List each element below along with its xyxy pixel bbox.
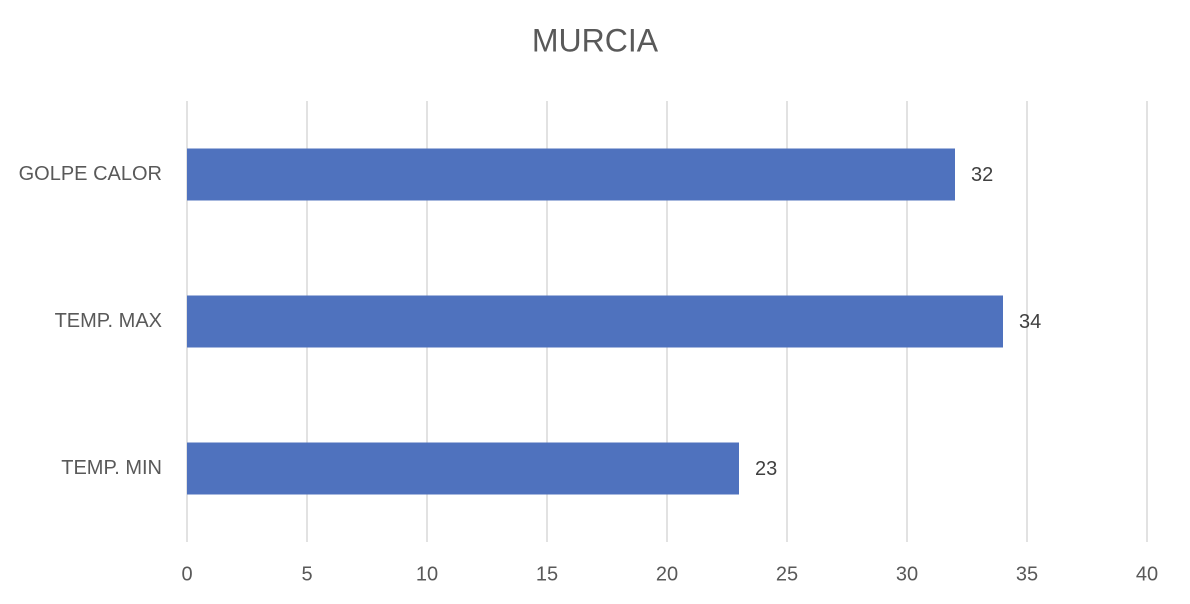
chart-title: MURCIA: [532, 22, 659, 58]
x-tick-label: 5: [301, 563, 312, 585]
data-label: 32: [971, 164, 993, 186]
x-tick-label: 30: [896, 563, 918, 585]
data-label: 23: [755, 458, 777, 480]
y-tick-label: GOLPE CALOR: [19, 163, 162, 185]
x-tick-label: 20: [656, 563, 678, 585]
x-tick-label: 10: [416, 563, 438, 585]
x-tick-label: 15: [536, 563, 558, 585]
data-label: 34: [1019, 311, 1041, 333]
y-tick-label: TEMP. MIN: [61, 457, 162, 479]
bar: [187, 442, 739, 495]
x-tick-label: 25: [776, 563, 798, 585]
x-tick-label: 35: [1016, 563, 1038, 585]
y-tick-label: TEMP. MAX: [55, 310, 162, 332]
x-tick-label: 40: [1136, 563, 1158, 585]
x-tick-label: 0: [181, 563, 192, 585]
bar: [187, 295, 1003, 348]
bar: [187, 148, 955, 201]
